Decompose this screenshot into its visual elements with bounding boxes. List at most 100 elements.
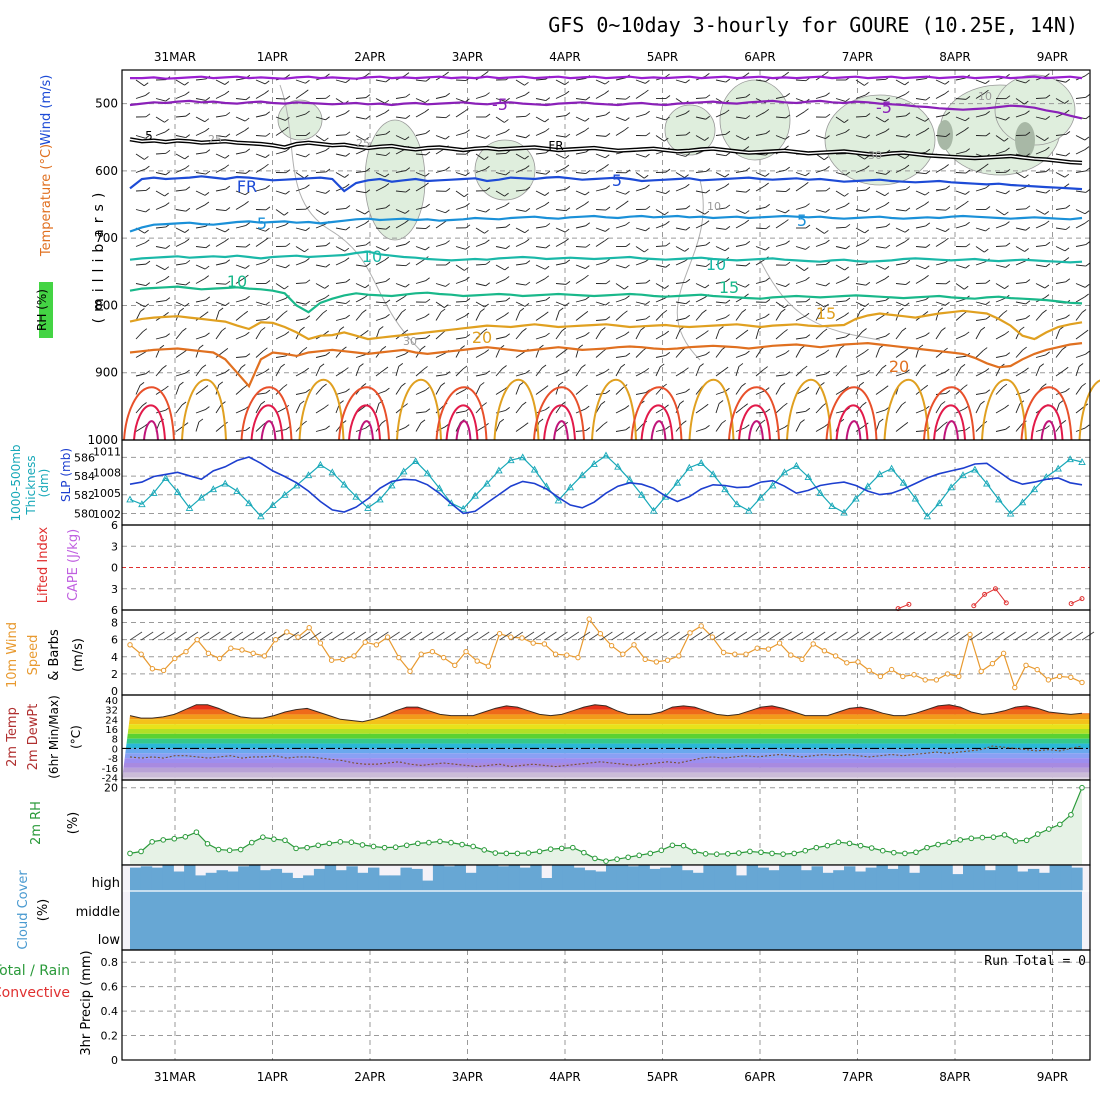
wind-speed-point — [967, 631, 973, 638]
wind-barb-flag — [924, 191, 930, 196]
wind-barb — [715, 186, 726, 192]
wind-barb — [715, 133, 726, 136]
surface-wind-barb — [1014, 631, 1028, 641]
wind10m-axis-label-4: (m/s) — [71, 638, 86, 672]
wind-barb — [195, 190, 206, 196]
wind-barb-flag — [822, 328, 828, 333]
wind-barb — [315, 354, 326, 358]
wind-barb — [895, 135, 906, 138]
wind-barb — [335, 79, 346, 84]
wind-barb-flag — [584, 405, 590, 410]
wind-barb-flag — [305, 315, 311, 320]
wind-barb-flag — [704, 330, 709, 334]
wind-barb-flag — [745, 188, 751, 193]
wind-barb-flag — [865, 281, 871, 286]
wind-barb-flag — [425, 246, 430, 251]
rh-shade — [719, 79, 791, 161]
wind-barb-flag — [844, 385, 849, 390]
thickness-point — [602, 451, 610, 459]
wind-barb-flag — [403, 329, 409, 334]
wind-barb — [915, 246, 927, 248]
wind-barb-flag — [384, 173, 390, 178]
surface-wind-barb — [656, 631, 669, 641]
wind-barb — [595, 350, 604, 358]
wind-barb — [975, 92, 985, 99]
wind-barb-flag — [164, 385, 169, 390]
wind-barb-flag — [1081, 382, 1087, 387]
precip-tick: 0.4 — [101, 1005, 119, 1018]
wind-barb-flag — [624, 331, 630, 336]
wind-barb — [215, 114, 226, 118]
wind-speed-point — [1045, 677, 1052, 683]
bottom-date-axis: 31MAR 1APR 2APR 3APR 4APR 5APR 6APR 7APR 8APR 9AP… — [154, 1070, 1068, 1084]
high-cloud-bar — [616, 865, 629, 891]
wind-barb — [335, 172, 345, 178]
wind-barb-flag — [1005, 352, 1011, 356]
thickness-point — [947, 483, 955, 491]
wind-barb — [815, 311, 822, 321]
wind-barb — [675, 329, 681, 340]
wind-barb — [195, 421, 200, 432]
surface-wind-barb — [947, 631, 960, 641]
wind-barb — [675, 403, 681, 414]
wind-barb — [575, 130, 586, 136]
wind-barb-flag — [305, 258, 310, 262]
wind-barb — [855, 209, 866, 213]
rh-point — [237, 846, 244, 853]
wind-barb — [195, 278, 205, 284]
wind-barb — [435, 209, 446, 214]
rh-point — [835, 839, 842, 846]
high-cloud-bar — [930, 865, 942, 891]
wind-barb — [535, 335, 546, 340]
wind-barb-flag — [805, 334, 811, 338]
wind-barb — [595, 209, 607, 211]
wind-barb-flag — [825, 208, 830, 213]
wind-barb — [1015, 349, 1024, 358]
wind-barb-flag — [943, 347, 948, 352]
wind-barb-flag — [145, 92, 150, 96]
lifted-index-point — [1079, 596, 1085, 602]
wind-barb-flag — [760, 419, 766, 424]
wind-barb — [375, 79, 386, 83]
wind-barb — [815, 264, 827, 266]
wind-barb — [575, 116, 586, 122]
surface-wind-barb — [465, 631, 479, 641]
wind-barb — [695, 333, 705, 340]
wind-barb-flag — [600, 400, 606, 405]
wind-barb — [1035, 283, 1046, 289]
lifted-index-point — [906, 601, 912, 607]
wind-barb-flag — [184, 155, 190, 160]
wind-barb-flag — [521, 401, 527, 406]
wind-barb — [615, 355, 626, 358]
rh-point — [647, 850, 654, 857]
wind-barb-flag — [145, 165, 150, 170]
wind-barb — [975, 423, 984, 432]
freezing-level-inner — [129, 138, 1083, 164]
wind-barb — [315, 135, 325, 142]
temp-band — [122, 753, 1090, 759]
wind-barb-flag — [584, 274, 589, 279]
wind-barb — [595, 135, 607, 137]
wind-barb — [295, 318, 306, 321]
wind-barb-flag — [904, 155, 910, 159]
wind-barb — [895, 209, 906, 212]
wind-barb-flag — [941, 327, 946, 331]
wind-barb-flag — [464, 108, 469, 112]
wind-barb-flag — [1025, 205, 1031, 210]
wind-barb-flag — [665, 116, 670, 121]
wind-barb-flag — [325, 263, 331, 268]
rh2m-unit-label: (%) — [66, 812, 81, 835]
rh-point — [492, 850, 499, 856]
wind-barb — [475, 373, 486, 377]
rh-point — [614, 856, 620, 863]
wind-barb — [895, 262, 906, 266]
wind-barb-flag — [324, 284, 330, 289]
wind-barb-flag — [924, 118, 930, 122]
wind-barb-flag — [605, 154, 610, 159]
wind-barb-flag — [558, 381, 564, 386]
wind-barb — [875, 367, 883, 377]
high-cloud-bar — [443, 866, 456, 891]
warm-contour — [786, 378, 832, 441]
wind-barb-flag — [165, 97, 170, 102]
wind-barb — [515, 79, 525, 86]
